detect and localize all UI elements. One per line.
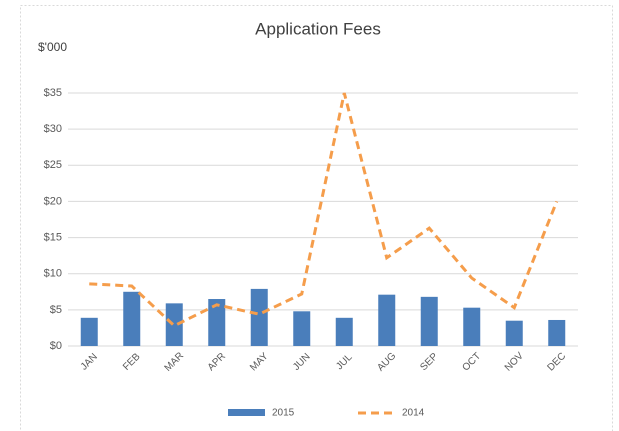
y-tick-label: $20 xyxy=(44,195,62,207)
y-tick-label: $15 xyxy=(44,231,62,243)
bar xyxy=(420,296,438,346)
y-tick-label: $30 xyxy=(44,123,62,135)
y-tick-label: $35 xyxy=(44,87,62,99)
bar xyxy=(293,311,311,346)
chart-title: Application Fees xyxy=(255,19,381,38)
y-axis-label: $'000 xyxy=(38,40,67,54)
y-tick-label: $0 xyxy=(50,340,62,352)
y-tick-label: $10 xyxy=(44,268,62,280)
bar xyxy=(463,307,481,346)
line xyxy=(89,92,559,328)
bar xyxy=(378,294,396,346)
bar xyxy=(548,319,566,346)
legend-label: 2014 xyxy=(402,408,425,419)
y-tick-label: $25 xyxy=(44,159,62,171)
legend-swatch xyxy=(228,409,265,416)
bar xyxy=(250,288,268,346)
legend-label: 2015 xyxy=(272,408,295,419)
bar xyxy=(123,291,141,346)
bar xyxy=(505,320,523,346)
bar xyxy=(165,303,183,346)
bar xyxy=(80,317,98,346)
y-tick-label: $5 xyxy=(50,304,62,316)
bar xyxy=(335,317,353,346)
bar xyxy=(208,299,226,346)
